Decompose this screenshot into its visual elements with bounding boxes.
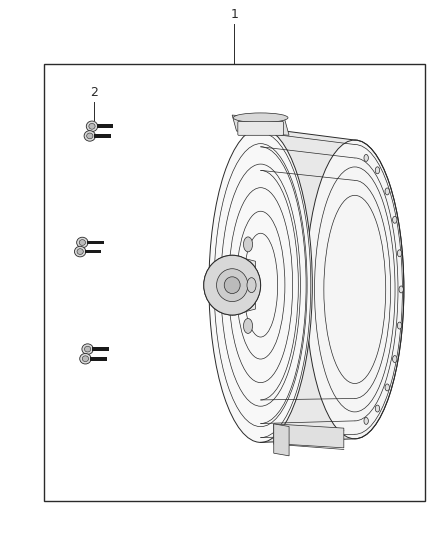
Ellipse shape — [397, 250, 402, 257]
Ellipse shape — [247, 278, 256, 293]
Ellipse shape — [80, 353, 91, 364]
Ellipse shape — [392, 216, 397, 223]
Ellipse shape — [74, 246, 86, 257]
Polygon shape — [232, 115, 289, 135]
Ellipse shape — [216, 269, 248, 302]
Ellipse shape — [82, 344, 93, 354]
Ellipse shape — [392, 356, 397, 362]
Bar — [85, 249, 101, 253]
FancyBboxPatch shape — [238, 122, 283, 135]
Ellipse shape — [82, 356, 88, 361]
Bar — [44, 64, 425, 501]
Polygon shape — [274, 424, 289, 456]
Ellipse shape — [306, 140, 404, 439]
Ellipse shape — [77, 249, 83, 254]
Ellipse shape — [399, 286, 403, 293]
Bar — [87, 240, 103, 244]
Ellipse shape — [244, 237, 253, 252]
Ellipse shape — [89, 124, 95, 129]
Ellipse shape — [86, 121, 98, 132]
Ellipse shape — [375, 405, 380, 412]
Ellipse shape — [233, 113, 288, 123]
Ellipse shape — [204, 255, 261, 315]
Bar — [90, 357, 106, 360]
Ellipse shape — [397, 322, 402, 329]
Ellipse shape — [244, 319, 253, 334]
Ellipse shape — [209, 128, 312, 442]
Ellipse shape — [364, 155, 368, 161]
Polygon shape — [261, 128, 404, 442]
Ellipse shape — [224, 277, 240, 294]
Ellipse shape — [85, 346, 91, 352]
Ellipse shape — [204, 255, 261, 315]
Text: 1: 1 — [230, 9, 238, 21]
Ellipse shape — [364, 417, 368, 424]
Ellipse shape — [375, 167, 380, 174]
Ellipse shape — [87, 133, 93, 139]
Polygon shape — [274, 424, 344, 448]
Bar — [96, 124, 113, 128]
Bar — [94, 134, 111, 138]
Polygon shape — [232, 255, 255, 315]
Text: 2: 2 — [90, 86, 98, 99]
Ellipse shape — [77, 237, 88, 248]
Ellipse shape — [385, 188, 389, 195]
Bar — [92, 348, 109, 351]
Ellipse shape — [385, 384, 389, 391]
Ellipse shape — [84, 131, 95, 141]
Ellipse shape — [79, 240, 85, 245]
